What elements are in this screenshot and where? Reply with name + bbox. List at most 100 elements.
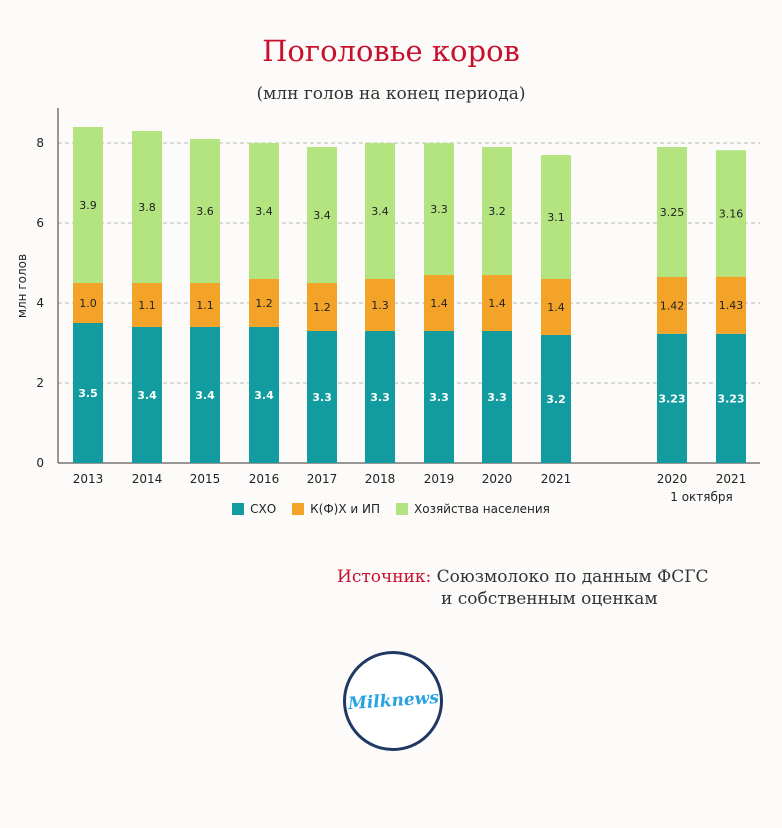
y-tick-label: 0 [36, 456, 44, 470]
bar-value-label: 3.3 [487, 391, 507, 404]
bar-0-1 [132, 327, 162, 463]
bar-2-4 [307, 147, 337, 283]
bar-1-3 [249, 279, 279, 327]
bar-value-label: 1.4 [488, 297, 506, 310]
bar-1-2 [190, 283, 220, 327]
bar-value-label: 3.5 [78, 387, 98, 400]
bar-value-label: 3.23 [658, 392, 685, 405]
bar-0-10 [716, 333, 746, 463]
chart-legend: СХО К(Ф)Х и ИП Хозяйства населения [0, 502, 782, 516]
bar-0-0 [73, 323, 103, 463]
legend-item-sho: СХО [232, 502, 276, 516]
bar-2-6 [424, 143, 454, 275]
bar-0-9 [657, 333, 687, 463]
y-tick-label: 8 [36, 136, 44, 150]
bar-value-label: 3.16 [719, 207, 744, 220]
bar-value-label: 3.3 [312, 391, 332, 404]
y-tick-label: 2 [36, 376, 44, 390]
bar-value-label: 3.25 [660, 206, 685, 219]
bar-1-6 [424, 275, 454, 331]
x-tick-label: 2021 [541, 472, 572, 486]
source-line-2: и собственным оценкам [441, 589, 658, 609]
bar-value-label: 3.2 [546, 393, 566, 406]
bar-1-7 [482, 275, 512, 331]
bar-0-3 [249, 327, 279, 463]
bar-value-label: 1.1 [196, 299, 214, 312]
source-note: Источник: Союзмолоко по данным ФСГС и со… [337, 566, 709, 610]
bar-value-label: 3.4 [371, 205, 389, 218]
source-line-1: Союзмолоко по данным ФСГС [436, 567, 709, 587]
bar-value-label: 1.0 [79, 297, 97, 310]
bar-2-10 [716, 150, 746, 277]
x-tick-sublabel: 1 октября [670, 490, 732, 504]
source-label: Источник: [337, 567, 432, 587]
bar-value-label: 1.4 [430, 297, 448, 310]
y-axis-label: млн голов [15, 254, 29, 318]
bar-value-label: 3.4 [255, 205, 273, 218]
x-tick-label: 2016 [249, 472, 280, 486]
bar-1-10 [716, 276, 746, 334]
bar-value-label: 1.42 [660, 299, 685, 312]
x-tick-label: 2013 [73, 472, 104, 486]
x-tick-label: 2018 [365, 472, 396, 486]
legend-label-sho: СХО [250, 502, 277, 516]
bar-value-label: 3.3 [370, 391, 390, 404]
x-tick-label: 2021 [716, 472, 747, 486]
bar-2-3 [249, 143, 279, 279]
bar-value-label: 3.9 [79, 199, 97, 212]
y-tick-label: 4 [36, 296, 44, 310]
bar-value-label: 3.3 [429, 391, 449, 404]
bar-value-label: 1.1 [138, 299, 156, 312]
bar-1-5 [365, 279, 395, 331]
bar-value-label: 1.3 [371, 299, 389, 312]
bar-value-label: 1.4 [547, 301, 565, 314]
bar-0-5 [365, 331, 395, 463]
bar-2-2 [190, 139, 220, 283]
bar-0-8 [541, 335, 571, 463]
logo-text: Milknews [346, 687, 440, 715]
bar-2-5 [365, 143, 395, 279]
x-tick-label: 2020 [657, 472, 688, 486]
bar-value-label: 3.23 [717, 392, 744, 405]
bar-value-label: 3.1 [547, 211, 565, 224]
legend-swatch-households [396, 503, 409, 515]
bar-value-label: 1.2 [313, 301, 331, 314]
bar-value-label: 3.4 [313, 209, 331, 222]
legend-label-kfh: К(Ф)Х и ИП [310, 502, 381, 516]
legend-item-kfh: К(Ф)Х и ИП [292, 502, 380, 516]
bar-1-4 [307, 283, 337, 331]
bar-2-9 [657, 147, 687, 277]
legend-swatch-sho [232, 503, 245, 515]
bar-value-label: 3.4 [254, 389, 274, 402]
bar-value-label: 1.43 [719, 299, 744, 312]
bar-2-1 [132, 131, 162, 283]
x-tick-label: 2014 [132, 472, 163, 486]
bar-1-0 [73, 283, 103, 323]
legend-swatch-kfh [292, 503, 305, 515]
bar-1-9 [657, 277, 687, 334]
bar-0-6 [424, 331, 454, 463]
bar-0-2 [190, 327, 220, 463]
bar-value-label: 1.2 [255, 297, 273, 310]
bar-2-8 [541, 155, 571, 279]
legend-item-households: Хозяйства населения [396, 502, 550, 516]
y-tick-label: 6 [36, 216, 44, 230]
chart-subtitle: (млн голов на конец периода) [256, 84, 526, 104]
x-tick-label: 2020 [482, 472, 513, 486]
bar-2-7 [482, 147, 512, 275]
bar-value-label: 3.4 [137, 389, 157, 402]
x-tick-label: 2019 [424, 472, 455, 486]
bar-value-label: 3.4 [195, 389, 215, 402]
bar-value-label: 3.2 [488, 205, 506, 218]
stacked-bar-chart: 0 2 4 6 8 млн голов 3.5 1.0 3.9 2013 3.4 1.1 3.8 2014… [15, 108, 760, 504]
bar-1-1 [132, 283, 162, 327]
x-tick-label: 2015 [190, 472, 221, 486]
milknews-logo: Milknews [343, 651, 443, 751]
bar-1-8 [541, 279, 571, 335]
bar-value-label: 3.6 [196, 205, 214, 218]
bar-0-7 [482, 331, 512, 463]
x-tick-label: 2017 [307, 472, 338, 486]
bar-0-4 [307, 331, 337, 463]
bar-value-label: 3.3 [430, 203, 448, 216]
legend-label-households: Хозяйства населения [414, 502, 550, 516]
